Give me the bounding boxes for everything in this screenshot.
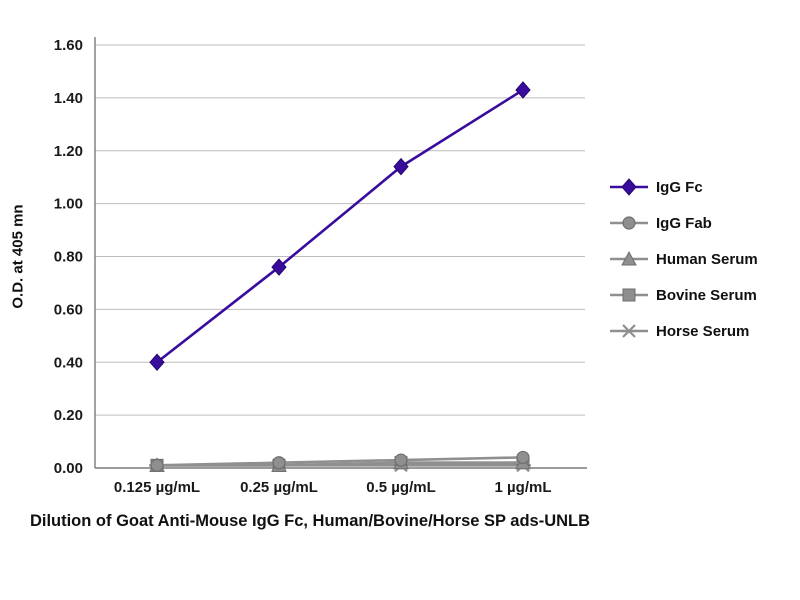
gridlines [95, 44, 585, 469]
legend-item-igg-fc: IgG Fc [608, 176, 758, 198]
chart-title: Dilution of Goat Anti-Mouse IgG Fc, Huma… [29, 512, 591, 530]
legend: IgG Fc IgG Fab Human Serum Bovine Serum Hors… [608, 176, 758, 342]
y-tick-label: 0.40 [54, 354, 83, 371]
series-line-igg-fc [156, 88, 524, 364]
legend-label-igg-fab: IgG Fab [656, 214, 712, 232]
series-line-human-serum [157, 461, 523, 467]
x-tick-label: 1 µg/mL [495, 479, 552, 496]
diamond-marker-icon [610, 178, 648, 196]
x-tick-label: 0.5 µg/mL [366, 479, 436, 496]
x-tick-labels: 0.125 µg/mL 0.25 µg/mL 0.5 µg/mL 1 µg/mL [114, 479, 552, 496]
y-tick-label: 1.60 [54, 37, 83, 54]
y-tick-label: 1.20 [54, 143, 83, 160]
series-igg-fc [149, 81, 531, 372]
legend-label-bovine-serum: Bovine Serum [656, 286, 757, 304]
y-tick-label: 0.00 [54, 460, 83, 477]
legend-label-human-serum: Human Serum [656, 250, 758, 268]
x-tick-label: 0.25 µg/mL [240, 479, 318, 496]
star-marker-icon [610, 324, 648, 338]
legend-label-horse-serum: Horse Serum [656, 322, 750, 340]
square-marker-icon [610, 288, 648, 302]
series-line-igg-fab [156, 456, 524, 467]
legend-item-igg-fab: IgG Fab [608, 212, 758, 234]
circle-marker-icon [610, 216, 648, 230]
series-igg-fab [150, 450, 530, 472]
legend-item-bovine-serum: Bovine Serum [608, 284, 758, 306]
y-tick-label: 0.20 [54, 407, 83, 424]
axes [94, 37, 587, 469]
y-tick-label: 0.60 [54, 301, 83, 318]
x-tick-label: 0.125 µg/mL [114, 479, 200, 496]
legend-item-horse-serum: Horse Serum [608, 320, 758, 342]
legend-item-human-serum: Human Serum [608, 248, 758, 270]
y-tick-label: 1.00 [54, 196, 83, 213]
triangle-marker-icon [610, 250, 648, 266]
y-axis-label: O.D. at 405 mn [9, 204, 27, 309]
y-tick-label: 0.80 [54, 249, 83, 266]
y-tick-label: 1.40 [54, 90, 83, 107]
y-tick-labels: 0.00 0.20 0.40 0.60 0.80 1.00 1.20 1.40 1.60 [54, 37, 83, 477]
legend-label-igg-fc: IgG Fc [656, 178, 703, 196]
